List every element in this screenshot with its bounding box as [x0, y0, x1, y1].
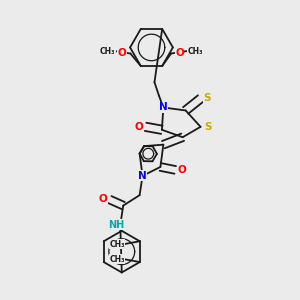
Text: N: N — [159, 103, 168, 112]
Text: CH₃: CH₃ — [100, 46, 115, 56]
Text: CH₃: CH₃ — [109, 240, 124, 249]
Text: S: S — [204, 122, 212, 132]
Text: O: O — [135, 122, 143, 132]
Text: NH: NH — [108, 220, 124, 230]
Text: O: O — [177, 165, 186, 175]
Text: CH₃: CH₃ — [187, 46, 202, 56]
Text: O: O — [99, 194, 108, 204]
Text: S: S — [203, 93, 211, 103]
Text: O: O — [118, 48, 126, 58]
Text: N: N — [138, 171, 147, 181]
Text: O: O — [175, 48, 184, 58]
Text: CH₃: CH₃ — [109, 255, 124, 264]
